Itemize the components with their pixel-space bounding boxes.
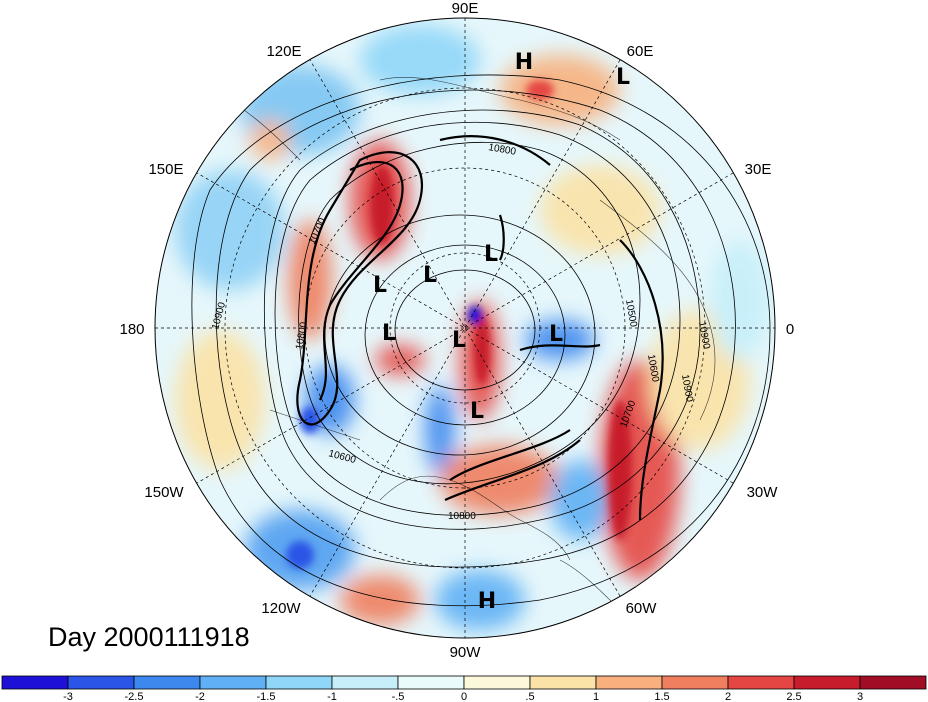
- colorbar-swatch: [529, 675, 597, 690]
- colorbar-tick-label: 0: [461, 691, 467, 702]
- low-marker: L: [470, 399, 484, 424]
- colorbar-tick-label: .5: [525, 691, 534, 702]
- colorbar-swatch: [463, 675, 531, 690]
- colorbar-swatch: [1, 675, 69, 690]
- contour-label: 10900: [696, 321, 712, 351]
- high-marker: H: [515, 50, 533, 75]
- colorbar-tick-label: 3: [857, 691, 863, 702]
- contour-label: 10800: [487, 142, 517, 158]
- low-marker: L: [549, 322, 563, 347]
- lon-label: 150W: [144, 484, 184, 501]
- lon-label: 150E: [148, 161, 183, 178]
- colorbar-tick-label: -2: [195, 691, 205, 702]
- low-marker: L: [373, 273, 387, 298]
- lon-label: 120W: [261, 600, 301, 617]
- low-marker: L: [484, 242, 498, 267]
- colorbar-tick-label: -.5: [392, 691, 405, 702]
- colorbar-tick-label: 2.5: [786, 691, 801, 702]
- colorbar-tick-label: -1.5: [257, 691, 276, 702]
- low-marker: L: [382, 321, 396, 346]
- lon-label: 90E: [452, 0, 479, 17]
- lon-label: 0: [786, 321, 794, 338]
- low-marker: L: [452, 328, 466, 353]
- lon-label: 30W: [747, 484, 779, 501]
- colorbar-swatch: [67, 675, 135, 690]
- lon-label: 30E: [745, 161, 772, 178]
- date-label: Day 2000111918: [48, 622, 250, 652]
- colorbar-tick-label: 1.5: [654, 691, 669, 702]
- contour-label: 10600: [645, 354, 661, 384]
- lon-label: 90W: [450, 644, 482, 661]
- colorbar: -3 -2.5 -2 -1.5 -1 -.5 0 .5 1 1.5 2 2.5 3: [1, 675, 927, 702]
- high-marker: H: [478, 589, 496, 614]
- colorbar-swatch: [265, 675, 333, 690]
- contour-label: 10800: [448, 511, 476, 522]
- low-marker: L: [616, 65, 630, 90]
- colorbar-tick-label: 2: [725, 691, 731, 702]
- colorbar-swatch: [859, 675, 927, 690]
- contour-label: 10500: [623, 299, 639, 329]
- longitude-labels: 90E 60E 30E 0 30W 60W 90W 120W 150W 180 …: [119, 0, 794, 661]
- graticule: [155, 18, 775, 638]
- contour-label: 10800: [294, 321, 310, 351]
- colorbar-tick-label: -2.5: [125, 691, 144, 702]
- colorbar-swatch: [397, 675, 465, 690]
- colorbar-swatch: [199, 675, 267, 690]
- colorbar-swatch: [793, 675, 861, 690]
- colorbar-swatch: [133, 675, 201, 690]
- pressure-systems: H L L L L L L L L H: [373, 50, 630, 614]
- low-marker: L: [423, 263, 437, 288]
- lon-label: 180: [119, 321, 144, 338]
- colorbar-tick-label: -3: [63, 691, 73, 702]
- colorbar-tick-label: -1: [327, 691, 337, 702]
- colorbar-swatch: [331, 675, 399, 690]
- colorbar-swatch: [727, 675, 795, 690]
- contour-label: 10900: [679, 374, 695, 404]
- colorbar-swatch: [595, 675, 663, 690]
- lon-label: 60W: [626, 600, 658, 617]
- colorbar-tick-label: 1: [593, 691, 599, 702]
- height-contours: [191, 74, 771, 607]
- lon-label: 120E: [266, 43, 301, 60]
- lon-label: 60E: [627, 43, 654, 60]
- colorbar-swatch: [661, 675, 729, 690]
- map-boundary: [154, 17, 776, 639]
